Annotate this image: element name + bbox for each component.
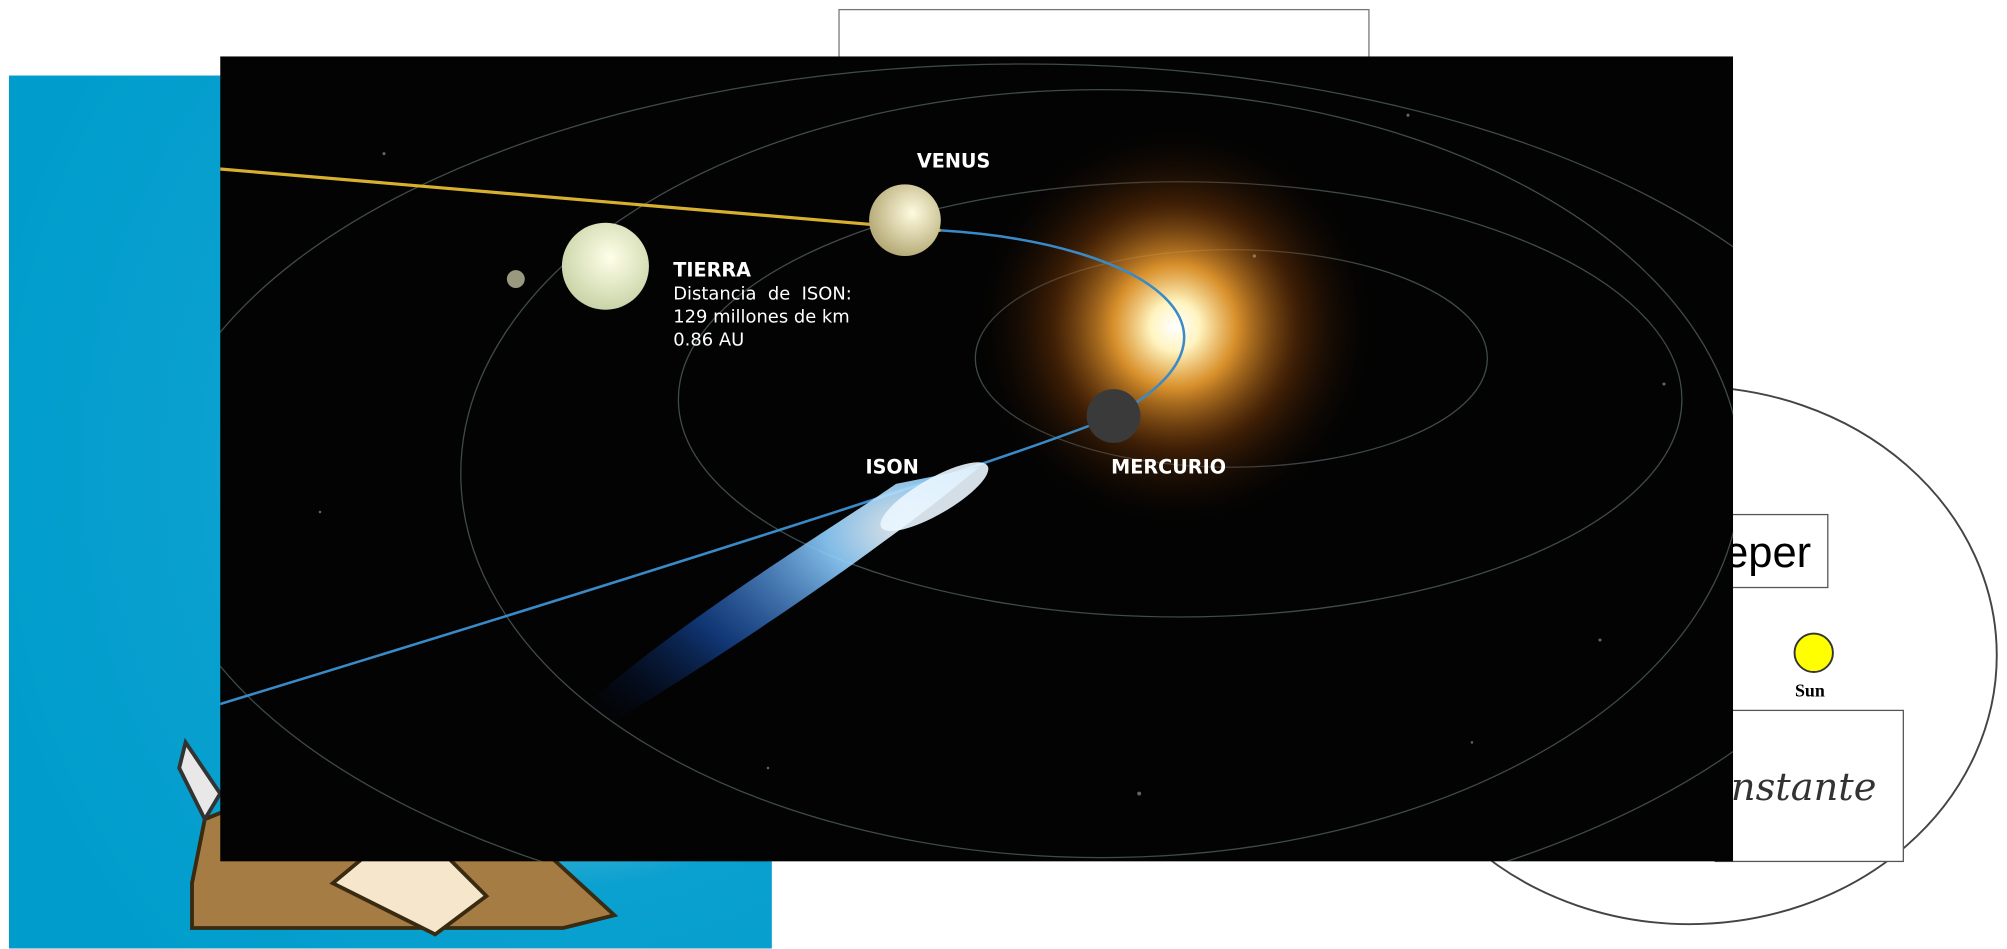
sun-label: Sun [1795,680,1825,700]
mercurio-label: MERCURIO [1111,456,1226,479]
sun [970,121,1380,532]
comet-tail [511,467,980,781]
kepler-text: eper [1724,529,1811,577]
tierra-label: TIERRA [673,258,751,281]
formula-box [1714,709,1904,863]
ison-label: ISON [865,456,918,479]
distance-line: Distancia de ISON: [673,284,852,305]
sun-dot [1793,632,1834,673]
ison-trajectory [220,167,941,233]
venus-label: VENUS [917,150,990,173]
distance-line: 129 millones de km [673,307,849,328]
venus [869,184,941,257]
top-box [838,8,1370,62]
moon [506,270,525,289]
mercury [1086,389,1141,443]
formula-text: nstante [1731,765,1877,810]
space-image: VENUS TIERRA Distancia de ISON: 129 mill… [220,56,1734,862]
earth [561,222,649,310]
ison-path [220,229,1186,706]
comet-head [880,462,989,532]
distance-line: 0.86 AU [673,330,744,351]
stars [318,113,1666,796]
